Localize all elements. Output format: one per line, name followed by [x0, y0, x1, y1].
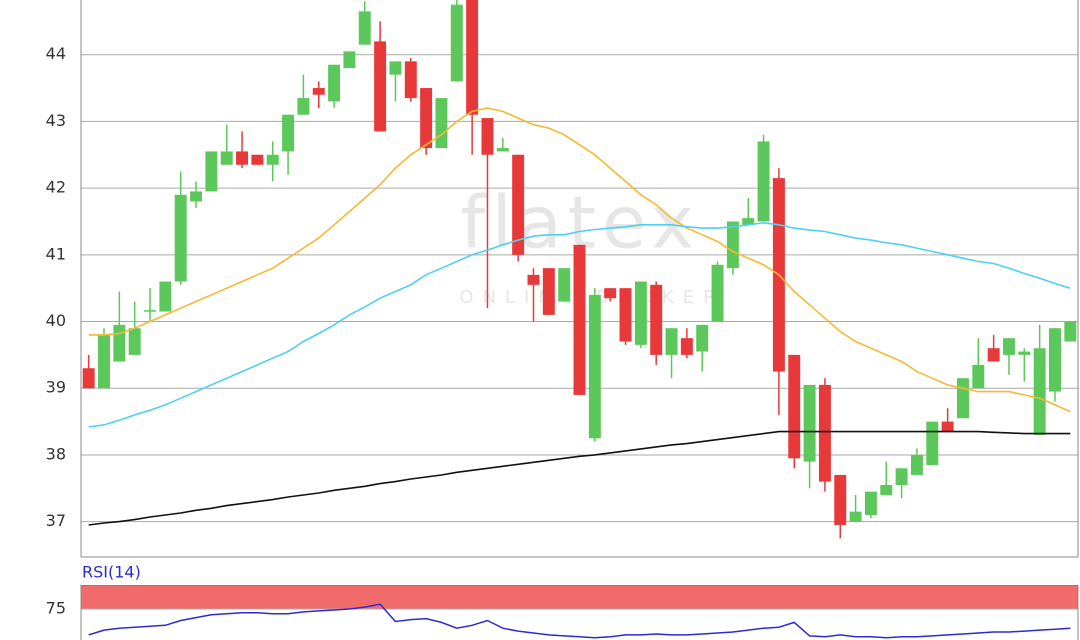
candle-body [159, 281, 172, 312]
candle-body [190, 191, 203, 202]
candle-body [328, 64, 341, 102]
candle-body [174, 194, 187, 282]
y-tick-label: 75 [46, 599, 66, 618]
candle-body [972, 364, 985, 389]
candle-body [374, 41, 387, 132]
candle-body [849, 511, 862, 522]
candle-body [987, 348, 1000, 362]
candle-body [527, 274, 540, 285]
y-tick-label: 37 [46, 511, 66, 530]
candle-body [282, 114, 295, 152]
rsi-title: RSI(14) [82, 563, 141, 582]
candle-body [880, 484, 893, 495]
candle-body [512, 154, 525, 255]
y-tick-label: 39 [46, 378, 66, 397]
y-tick-label: 38 [46, 444, 66, 463]
candle-body [358, 11, 371, 45]
candle-body [1002, 338, 1015, 355]
rsi-panel [81, 585, 1078, 639]
candle-body [542, 268, 555, 315]
candle-body [634, 281, 647, 345]
candle-body [251, 154, 264, 165]
candle-body [297, 98, 310, 115]
candle-body [941, 421, 954, 432]
candle-body [650, 284, 663, 355]
candle-body [128, 328, 141, 355]
candle-body [757, 141, 770, 222]
candle-body [818, 384, 831, 482]
candle-body [312, 88, 325, 95]
candle-body [420, 88, 433, 149]
moving-average [88, 221, 1071, 428]
candle-body [665, 328, 678, 355]
candle-body [573, 244, 586, 395]
candle-body [496, 148, 509, 152]
candle-body [910, 454, 923, 475]
y-tick-label: 40 [46, 311, 66, 330]
candle-body [144, 310, 157, 312]
candle-body [558, 268, 571, 302]
candle-body [266, 154, 279, 165]
candle-body [588, 294, 601, 439]
y-tick-label: 42 [46, 178, 66, 197]
candle-body [389, 61, 402, 75]
y-tick-label: 44 [46, 44, 66, 63]
candle-body [864, 491, 877, 515]
candle-body [604, 288, 617, 299]
candle-body [619, 288, 632, 342]
candle-body [1064, 321, 1077, 342]
candle-body [926, 421, 939, 465]
axes: RSI(14) 37 38 39 40 41 42 43 44 75 [46, 0, 1079, 640]
main-panel: flatex ONLINE BROKER [81, 0, 1078, 539]
candle-body [726, 221, 739, 269]
y-tick-label: 41 [46, 244, 66, 263]
candle-body [834, 474, 847, 525]
candle-body [1033, 348, 1046, 435]
candle-body [450, 4, 463, 82]
candle-body [343, 51, 356, 69]
candle-body [404, 61, 417, 99]
candle-body [696, 324, 709, 352]
candle-body [82, 368, 95, 389]
candle-body [1018, 351, 1031, 355]
moving-average [88, 430, 1071, 526]
candle-body [711, 264, 724, 322]
candle-body [220, 151, 233, 165]
candle-body [742, 218, 755, 225]
candle-body [1049, 328, 1061, 392]
candle-body [481, 118, 494, 155]
candle-body [205, 151, 218, 192]
candle-body [435, 98, 448, 149]
candle-body [895, 468, 908, 485]
y-tick-label: 43 [46, 111, 66, 130]
candle-body [956, 378, 969, 419]
candle-body [236, 151, 249, 165]
candle-body [98, 334, 110, 389]
candle-body [803, 384, 816, 462]
overbought-band [81, 585, 1078, 610]
candle-body [466, 0, 479, 115]
rsi-line [88, 603, 1071, 639]
moving-average [88, 107, 1071, 413]
candle-body [788, 354, 801, 459]
candle-body [113, 324, 126, 362]
candle-body [680, 338, 693, 355]
